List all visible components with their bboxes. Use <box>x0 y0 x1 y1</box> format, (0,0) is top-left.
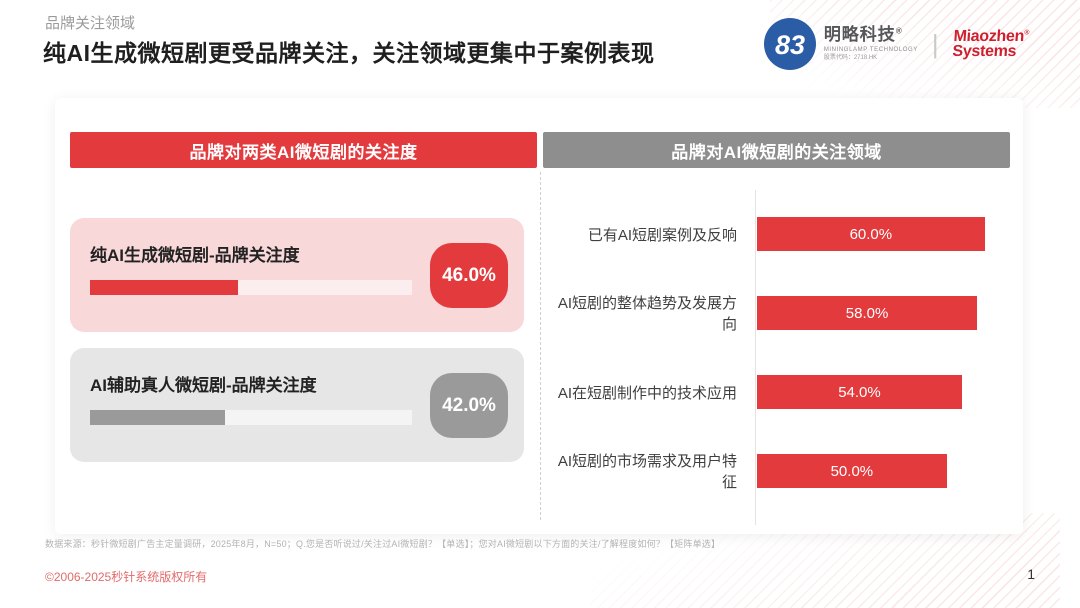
bar: 54.0% <box>757 375 962 409</box>
copyright-text: ©2006-2025秒针系统版权所有 <box>45 570 208 584</box>
bar-row: AI短剧的市场需求及用户特征 50.0% <box>555 453 1010 491</box>
registered-mark: ® <box>895 26 903 36</box>
mininglamp-name-text: 明略科技 <box>823 25 896 45</box>
mininglamp-logo-text: 明略科技® MININGLAMP TECHNOLOGY 股票代码：2718.HK <box>823 25 918 62</box>
logo-divider: | <box>931 28 939 59</box>
bar: 60.0% <box>757 217 985 251</box>
decorative-hatch-top-right <box>770 0 1080 108</box>
bar-category-label: AI在短剧制作中的技术应用 <box>557 384 737 402</box>
bar: 50.0% <box>757 454 947 488</box>
page-number: 1 <box>1027 566 1035 582</box>
bar-category-label: AI短剧的整体趋势及发展方向 <box>557 295 737 333</box>
bar-category-label: AI短剧的市场需求及用户特征 <box>557 453 737 491</box>
mininglamp-logo: 83 明略科技® MININGLAMP TECHNOLOGY 股票代码：2718… <box>763 18 918 70</box>
miaozhen-line2: Systems <box>951 43 1017 60</box>
progress-fill <box>90 410 226 425</box>
mininglamp-logo-icon: 83 <box>763 18 816 70</box>
value-badge: 46.0% <box>430 243 508 308</box>
metric-card-ai-assisted: AI辅助真人微短剧-品牌关注度 42.0% <box>70 348 524 462</box>
bar-row: 已有AI短剧案例及反响 60.0% <box>555 217 1010 251</box>
miaozhen-line1: Miaozhen® <box>953 28 1030 45</box>
bar-area: 50.0% <box>757 454 1010 488</box>
left-panel-header: 品牌对两类AI微短剧的关注度 <box>70 132 537 168</box>
bar-value-label: 60.0% <box>849 225 893 243</box>
bar-value-label: 54.0% <box>838 383 881 401</box>
bar: 58.0% <box>757 296 978 330</box>
right-panel-header: 品牌对AI微短剧的关注领域 <box>543 132 1010 168</box>
value-badge: 42.0% <box>430 373 508 438</box>
metric-label: AI辅助真人微短剧-品牌关注度 <box>90 376 317 395</box>
bar-value-label: 50.0% <box>830 462 874 480</box>
miaozhen-logo: Miaozhen® Systems <box>951 28 1030 60</box>
bar-value-label: 58.0% <box>845 304 889 322</box>
bar-area: 58.0% <box>757 296 1010 330</box>
bar-row: AI在短剧制作中的技术应用 54.0% <box>555 375 1010 409</box>
mininglamp-name: 明略科技® <box>823 25 918 45</box>
metric-label: 纯AI生成微短剧-品牌关注度 <box>90 246 300 265</box>
bar-row: AI短剧的整体趋势及发展方向 58.0% <box>555 295 1010 333</box>
progress-track <box>90 410 412 425</box>
mininglamp-stock-code: 股票代码：2718.HK <box>823 55 878 62</box>
progress-fill <box>90 280 239 295</box>
focus-areas-bar-chart: 已有AI短剧案例及反响 60.0% AI短剧的整体趋势及发展方向 58.0% A… <box>555 190 1010 525</box>
content-card: 品牌对两类AI微短剧的关注度 品牌对AI微短剧的关注领域 纯AI生成微短剧-品牌… <box>55 98 1023 534</box>
logo-block: 83 明略科技® MININGLAMP TECHNOLOGY 股票代码：2718… <box>763 18 1030 70</box>
registered-mark: ® <box>1023 29 1030 37</box>
page-title: 纯AI生成微短剧更受品牌关注，关注领域更集中于案例表现 <box>43 40 655 66</box>
bar-area: 60.0% <box>757 217 1010 251</box>
progress-track <box>90 280 412 295</box>
panel-divider <box>540 172 541 520</box>
mininglamp-subtitle: MININGLAMP TECHNOLOGY <box>823 46 918 53</box>
metric-card-pure-ai: 纯AI生成微短剧-品牌关注度 46.0% <box>70 218 524 332</box>
bar-area: 54.0% <box>757 375 1010 409</box>
svg-text:83: 83 <box>775 30 805 60</box>
bar-category-label: 已有AI短剧案例及反响 <box>587 226 737 244</box>
section-eyebrow: 品牌关注领域 <box>45 15 136 32</box>
chart-axis-line <box>755 190 756 525</box>
data-source-footnote: 数据来源：秒针微短剧广告主定量调研，2025年8月，N=50；Q.您是否听说过/… <box>45 539 721 549</box>
